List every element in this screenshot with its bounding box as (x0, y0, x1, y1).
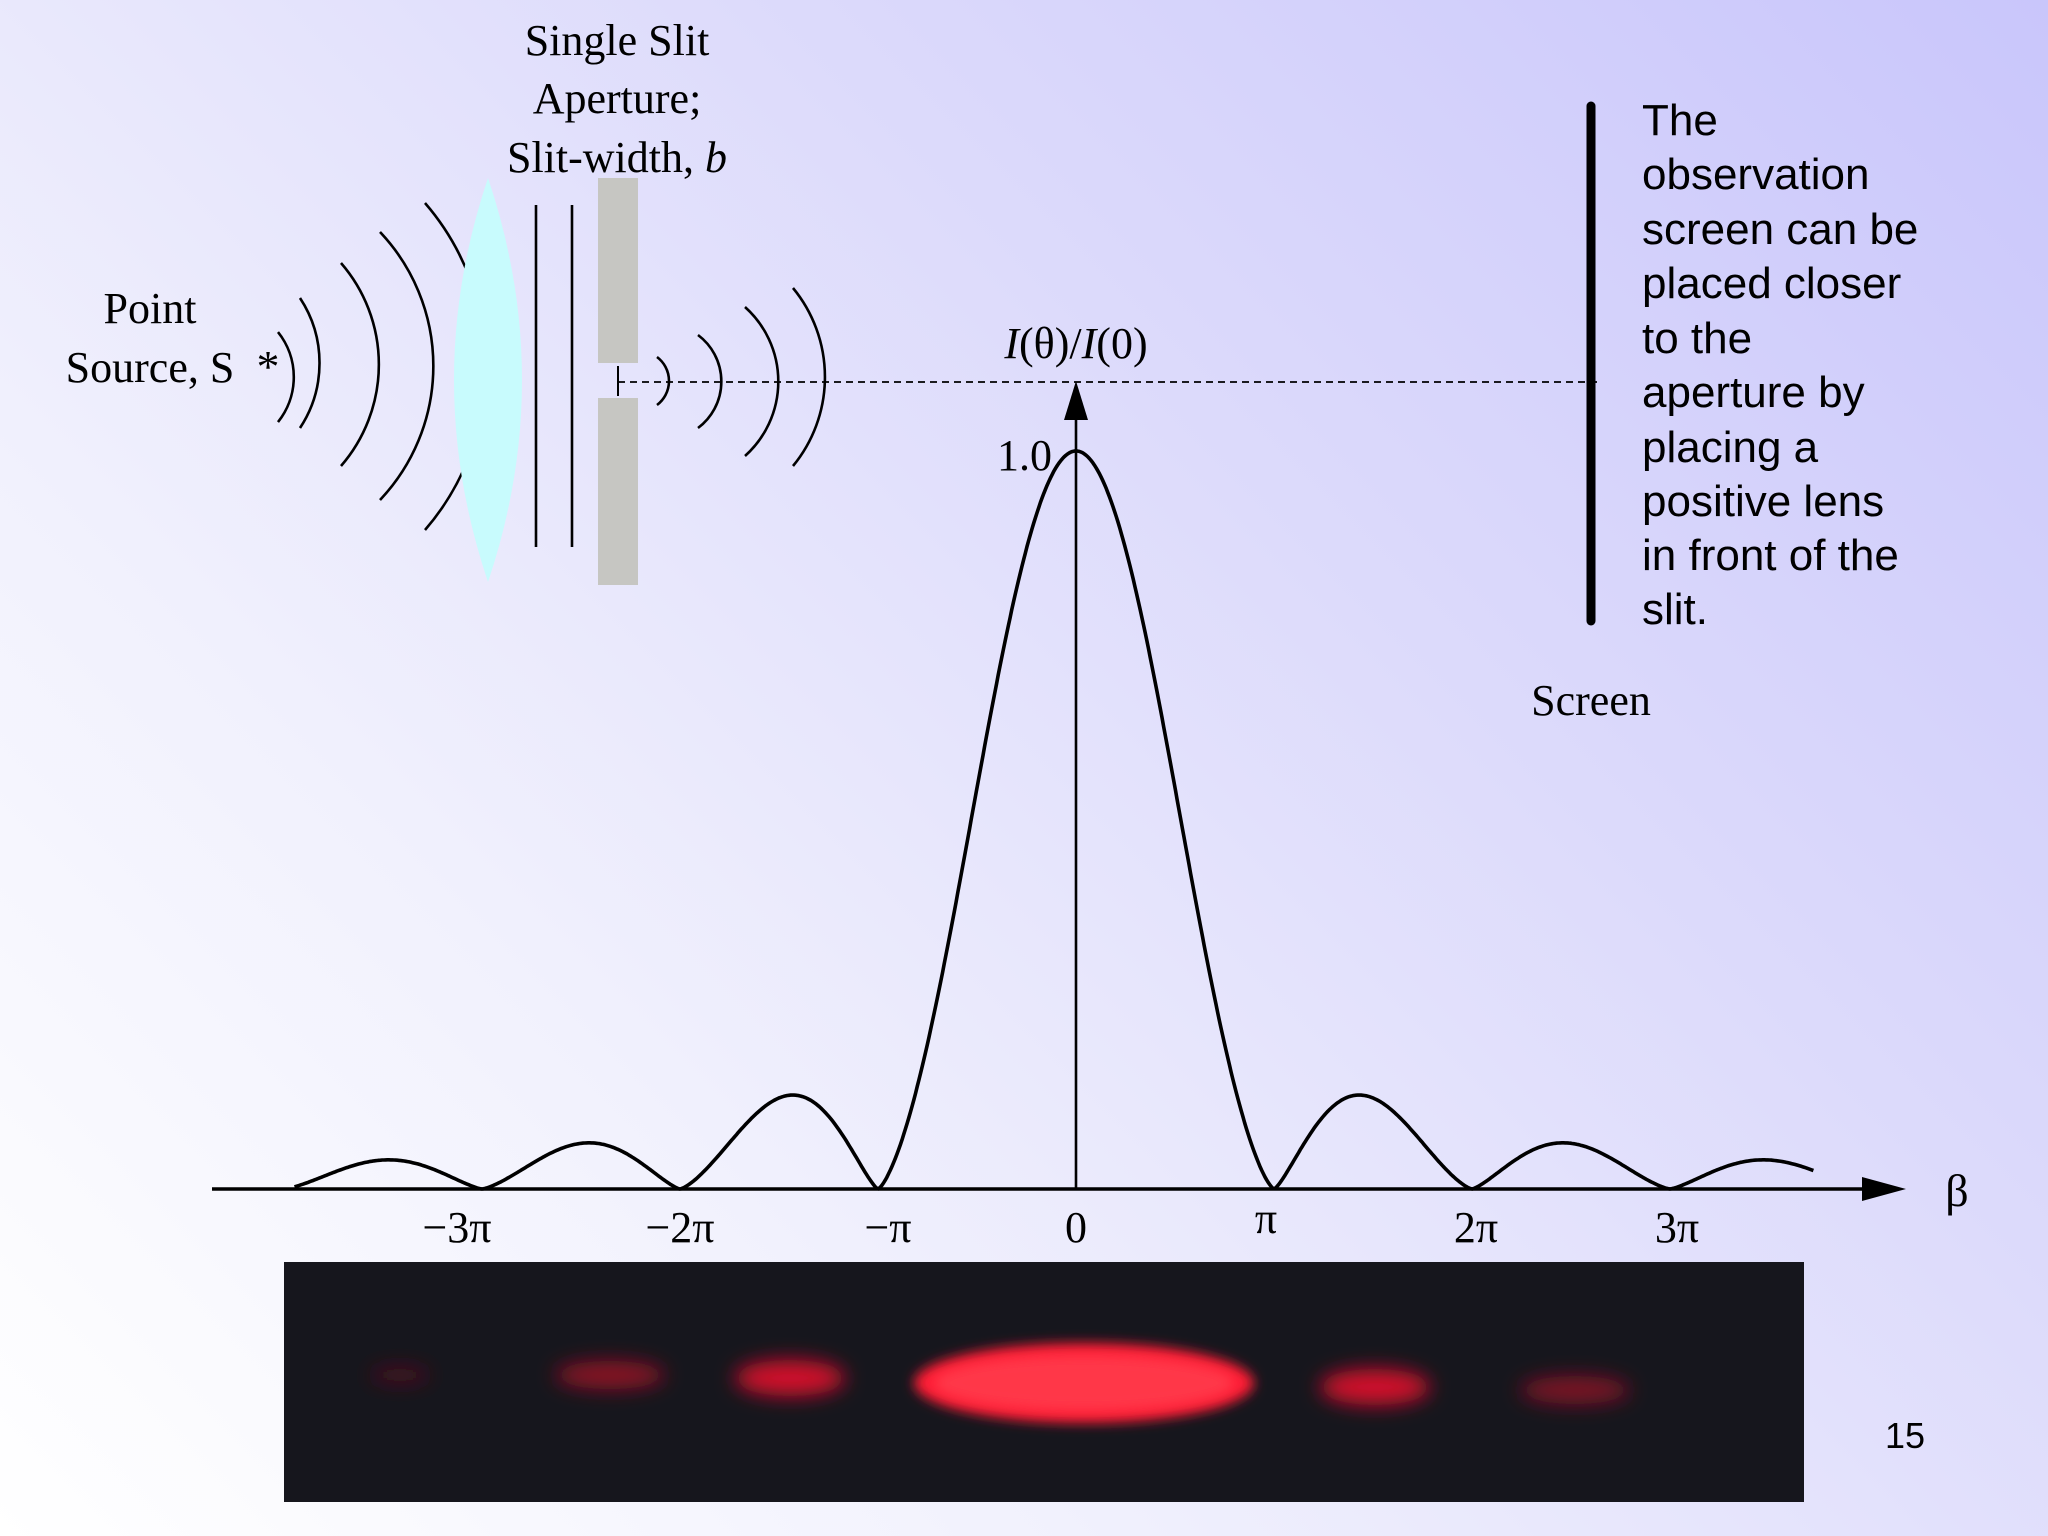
wavefront-arc (697, 333, 723, 430)
wavefront-arc (276, 331, 296, 423)
note-line: in front of the (1642, 531, 1899, 580)
intensity-plot: I(θ)/I(0) 1.0 β −3π −2π −π 0 π 2π 3π (212, 319, 1969, 1252)
note-line: placed closer (1642, 259, 1901, 308)
slit-title-line3: Slit-width, b (507, 133, 727, 182)
fringe-glow (370, 1360, 1630, 1405)
tick-label: −π (864, 1203, 911, 1252)
wavefront-arc (298, 297, 321, 429)
fringe-faint (370, 1367, 430, 1383)
intensity-axis-label: I(θ)/I(0) (1003, 319, 1147, 368)
point-source-marker: * (257, 341, 280, 392)
converging-lens (454, 178, 522, 582)
peak-value-label: 1.0 (997, 431, 1052, 480)
tick-label: −3π (422, 1203, 491, 1252)
page-number: 15 (1885, 1415, 1925, 1456)
plane-wavefronts (534, 205, 574, 547)
fringe-secondary-left (735, 1360, 845, 1396)
note-line: The (1642, 96, 1718, 145)
slit-title-line2: Aperture; (533, 74, 702, 123)
note-line: slit. (1642, 585, 1708, 634)
tick-label: 3π (1655, 1203, 1699, 1252)
central-fringe-core (934, 1355, 1234, 1411)
tick-label: 0 (1065, 1203, 1087, 1252)
wavefront-arc (656, 355, 671, 407)
diffracted-wavefronts (656, 287, 827, 467)
beta-axis-label: β (1945, 1165, 1968, 1216)
slit-title-line1: Single Slit (525, 16, 710, 65)
note-line: to the (1642, 314, 1752, 363)
diffraction-photo (284, 1262, 1804, 1502)
note-line: screen can be (1642, 205, 1918, 254)
wavefront-arc (791, 287, 827, 467)
point-source-label-line1: Point (104, 284, 197, 333)
intensity-curve (293, 449, 1814, 1191)
tick-label: −2π (645, 1203, 714, 1252)
tick-label: π (1255, 1194, 1277, 1243)
wavefront-arc (744, 306, 780, 457)
note-line: observation (1642, 150, 1869, 199)
fringe-tertiary-right (1520, 1376, 1630, 1404)
slit-plate-lower (598, 398, 638, 585)
fringe-secondary-right (1320, 1369, 1430, 1405)
note-line: aperture by (1642, 368, 1865, 417)
note-line: positive lens (1642, 477, 1884, 526)
tick-label: 2π (1454, 1203, 1498, 1252)
slit-width-label: Slit-width, (507, 133, 705, 182)
wavefront-arc (379, 231, 435, 501)
tick-labels: −3π −2π −π 0 π 2π 3π (422, 1194, 1699, 1252)
screen-label: Screen (1531, 676, 1651, 725)
fringe-tertiary-left (555, 1361, 665, 1389)
wavefront-arc (340, 262, 381, 467)
intensity-axis-arrowhead (1064, 381, 1088, 420)
note-text: The observation screen can be placed clo… (1642, 96, 1918, 634)
beta-axis-arrowhead (1862, 1177, 1906, 1201)
point-source-label-line2: Source, S (66, 343, 235, 392)
note-line: placing a (1642, 423, 1819, 472)
slit-plate-upper (598, 178, 638, 363)
slit-width-symbol: b (705, 133, 727, 182)
